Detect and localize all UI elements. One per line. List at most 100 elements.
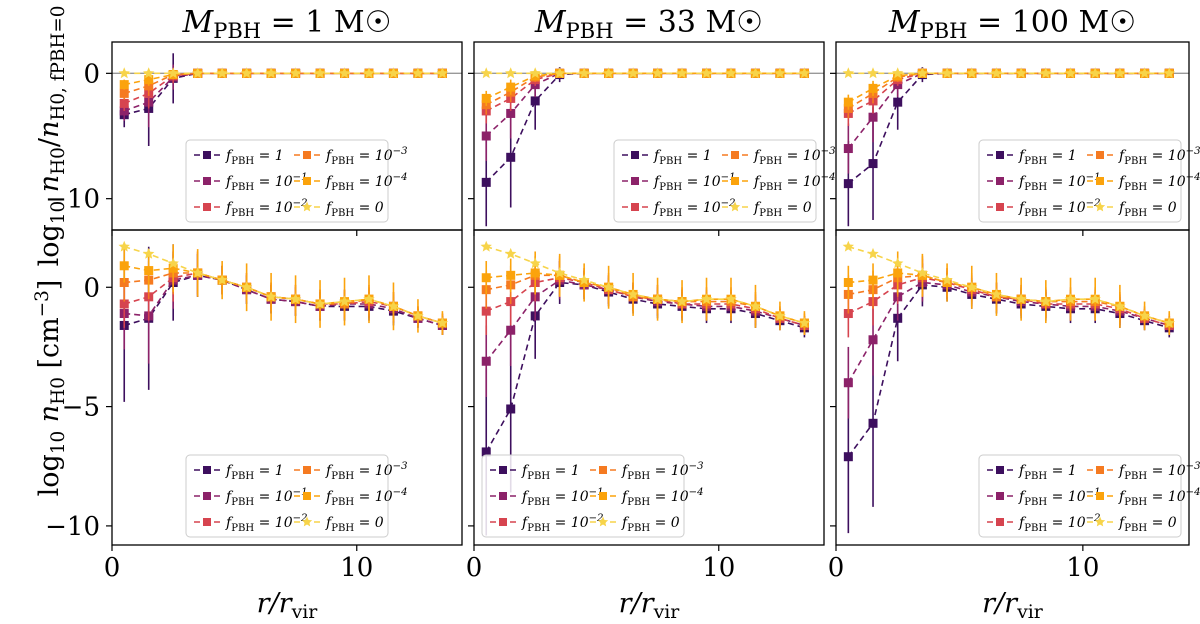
legend-item: fPBH = 10−1 — [987, 172, 1100, 193]
data-point — [842, 240, 854, 252]
data-point — [506, 270, 516, 280]
x-tick-label: 0 — [828, 553, 845, 583]
data-point — [578, 274, 590, 285]
legend-label: fPBH = 0 — [325, 515, 384, 534]
data-point — [338, 67, 351, 79]
legend-frame — [978, 454, 1182, 538]
data-point — [240, 67, 253, 79]
plot-area — [480, 240, 811, 536]
legend-label: fPBH = 10−3 — [325, 461, 407, 482]
legend-frame — [613, 139, 817, 223]
data-point — [436, 67, 449, 79]
legend: fPBH = 1 fPBH = 10−1 fPBH = 10−2 fPBH = 10−… — [185, 139, 407, 223]
legend-label: fPBH = 10−4 — [1118, 487, 1200, 508]
data-point — [481, 131, 491, 141]
data-point — [1163, 67, 1175, 79]
data-point — [892, 67, 904, 79]
series-5 — [118, 67, 449, 79]
data-point — [118, 67, 130, 79]
legend-item: fPBH = 1 — [490, 463, 580, 482]
data-point — [168, 263, 178, 273]
legend-label: fPBH = 10−4 — [325, 172, 407, 193]
data-point — [843, 179, 853, 189]
legend-label: fPBH = 10−4 — [325, 487, 407, 508]
data-point — [216, 274, 228, 285]
data-point — [481, 356, 491, 366]
data-point — [867, 247, 879, 259]
data-point — [119, 80, 129, 90]
legend-label: fPBH = 1 — [225, 463, 284, 482]
legend-label: fPBH = 10−3 — [621, 461, 703, 482]
legend-label: fPBH = 10−1 — [225, 172, 307, 193]
legend-item: fPBH = 0 — [1087, 515, 1177, 534]
data-point — [627, 67, 639, 79]
data-point — [843, 144, 853, 154]
legend-marker — [631, 177, 639, 185]
data-point — [868, 275, 878, 285]
legend-marker — [303, 151, 311, 159]
data-point — [868, 112, 878, 122]
data-point — [216, 67, 228, 79]
legend-marker-star — [1094, 516, 1106, 527]
legend-item: fPBH = 10−4 — [722, 172, 835, 193]
data-point — [941, 274, 953, 285]
data-point — [506, 82, 516, 92]
data-point — [868, 335, 878, 345]
data-point — [481, 447, 491, 457]
legend-marker — [731, 151, 739, 159]
series-5 — [480, 240, 811, 328]
legend-item: fPBH = 10−1 — [622, 172, 735, 193]
legend-item: fPBH = 10−2 — [194, 513, 307, 534]
legend-marker — [499, 492, 507, 500]
data-point — [700, 67, 713, 79]
data-point — [676, 295, 688, 307]
data-point — [1015, 293, 1027, 305]
data-point — [530, 268, 540, 278]
legend-marker — [203, 518, 211, 526]
axes-frame — [473, 229, 825, 546]
data-point — [774, 67, 786, 79]
data-point — [892, 257, 904, 269]
data-point — [1040, 295, 1052, 307]
legend-label: fPBH = 10−1 — [521, 487, 603, 508]
data-point — [554, 67, 566, 79]
data-point — [167, 257, 179, 269]
legend-marker — [996, 466, 1004, 474]
data-point — [119, 98, 129, 108]
legend-label: fPBH = 10−4 — [1118, 172, 1200, 193]
legend-item: fPBH = 10−4 — [294, 172, 407, 193]
data-point — [842, 67, 854, 79]
data-point — [651, 67, 664, 79]
legend-label: fPBH = 10−3 — [1118, 461, 1200, 482]
legend-item: fPBH = 10−3 — [1087, 461, 1200, 482]
legend-item: fPBH = 10−2 — [987, 513, 1100, 534]
data-point — [798, 67, 811, 79]
legend: fPBH = 1 fPBH = 10−1 fPBH = 10−2 fPBH = 10−… — [978, 139, 1200, 223]
legend-item: fPBH = 0 — [722, 200, 812, 219]
legend-marker — [631, 203, 639, 211]
data-point — [506, 108, 516, 118]
legend-item: fPBH = 1 — [622, 148, 712, 167]
legend-item: fPBH = 10−4 — [294, 487, 407, 508]
data-point — [990, 288, 1003, 300]
legend-label: fPBH = 10−3 — [753, 146, 835, 167]
legend-marker — [303, 466, 311, 474]
data-point — [916, 267, 929, 278]
legend-marker — [303, 492, 311, 500]
legend-marker — [996, 151, 1004, 159]
legend-item: fPBH = 10−2 — [622, 198, 735, 219]
legend-marker — [1096, 466, 1104, 474]
data-point — [1064, 67, 1077, 79]
legend-label: fPBH = 0 — [1118, 515, 1177, 534]
data-point — [119, 88, 129, 98]
series-3 — [119, 251, 447, 333]
legend-label: fPBH = 10−1 — [225, 487, 307, 508]
data-point — [868, 159, 878, 169]
axes-frame — [111, 229, 463, 546]
legend-label: fPBH = 1 — [1018, 148, 1077, 167]
series-0 — [119, 53, 447, 147]
data-point — [363, 293, 375, 305]
